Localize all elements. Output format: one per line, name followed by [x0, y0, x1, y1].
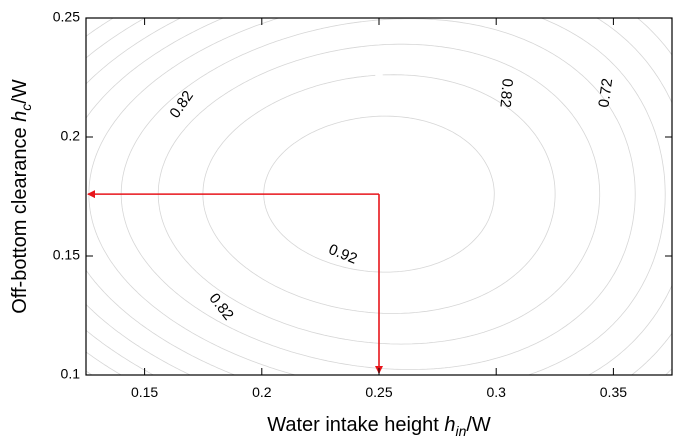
- contour-line: [202, 74, 556, 314]
- y-tick-label: 0.15: [53, 247, 80, 263]
- contour-line: [157, 43, 601, 345]
- x-tick-label: 0.15: [131, 384, 158, 400]
- contour-line: [120, 18, 636, 370]
- contour-label: 0.82: [206, 290, 237, 323]
- x-tick-label: 0.3: [486, 384, 506, 400]
- contour-labels: 0.82 0.82 0.720.920.82: [166, 77, 616, 323]
- y-tick-label: 0.2: [61, 128, 81, 144]
- y-axis-ticks: 0.1 0.15 0.2 0.25: [53, 9, 672, 382]
- contour-label: 0.72: [595, 77, 616, 108]
- x-axis-ticks: 0.15 0.2 0.25 0.3 0.35: [131, 18, 627, 400]
- x-tick-label: 0.35: [600, 384, 627, 400]
- x-tick-label: 0.25: [365, 384, 392, 400]
- x-tick-label: 0.2: [252, 384, 272, 400]
- optimum-arrows: [87, 190, 383, 374]
- contour-lines: [85, 17, 673, 376]
- y-tick-label: 0.25: [53, 9, 80, 25]
- contour-line: [85, 17, 673, 376]
- contour-label: 0.82: [496, 78, 515, 109]
- contour-line: [263, 115, 495, 273]
- contour-line: [85, 17, 673, 376]
- contour-line: [85, 17, 122, 376]
- contour-line: [85, 17, 673, 376]
- contour-label: 0.82: [166, 88, 197, 122]
- x-axis-label: Water intake height hin/W: [267, 414, 491, 437]
- y-axis-label: Off-bottom clearance hc/W: [9, 79, 34, 314]
- y-tick-label: 0.1: [61, 366, 81, 382]
- contour-line: [88, 17, 666, 376]
